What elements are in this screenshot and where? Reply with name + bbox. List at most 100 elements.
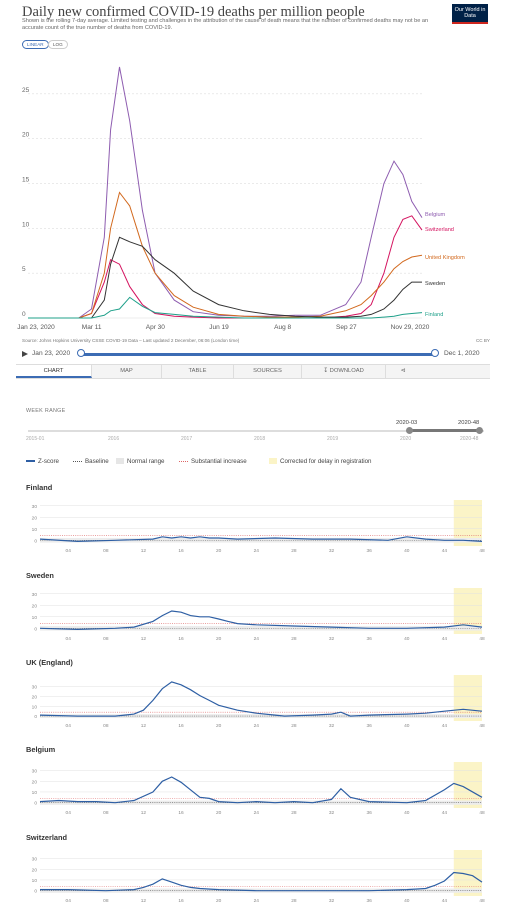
chart-tabs: CHART MAP TABLE SOURCES ↧ DOWNLOAD ⊲ [16,364,490,379]
y-tick-label: 30 [32,857,38,863]
x-tick-label: 28 [291,636,297,642]
series-line-belgium [28,66,423,319]
x-tick-label: 04 [66,548,72,554]
y-tick-label: 0 [34,801,37,807]
x-tick-label: Aug 8 [274,324,291,331]
week-range-end-handle[interactable] [476,427,483,434]
x-tick-label: 12 [141,723,147,729]
week-range-label: WEEK RANGE [26,408,66,414]
x-tick-label: 28 [291,548,297,554]
x-tick-label: 40 [404,810,410,816]
y-tick-label: 15 [22,177,30,184]
x-tick-label: 36 [366,723,372,729]
y-tick-label: 20 [32,603,38,609]
y-tick-label: 0 [34,626,37,632]
x-tick-label: 08 [103,636,109,642]
sweden-zscore-chart: 0 10 20 30 04 08 12 16 20 24 28 32 36 40 44 48 [32,588,485,642]
y-tick-label: 20 [32,779,38,785]
x-tick-label: 36 [366,548,372,554]
download-icon: ↧ [323,368,330,374]
series-line-sweden [28,236,422,319]
zscore-line [39,610,483,631]
y-tick-label: 10 [32,790,38,796]
x-tick-label: 44 [442,723,448,729]
x-tick-label: 44 [442,898,448,904]
legend-normal-range: Normal range [116,458,165,465]
year-tick: 2017 [181,436,193,442]
tab-map[interactable]: MAP [92,365,162,378]
x-tick-label: Nov 29, 2020 [391,324,430,331]
y-tick-label: 0 [34,889,37,895]
x-tick-label: 16 [178,636,184,642]
y-tick-label: 30 [32,592,38,598]
x-tick-label: 40 [404,723,410,729]
uk-zscore-chart: 0 10 20 30 04 08 12 16 20 24 28 32 36 40 44 48 [32,675,485,729]
timeline-end-handle[interactable] [431,349,439,357]
x-tick-label: 08 [103,723,109,729]
series-line-finland [28,296,423,319]
x-tick-label: 48 [479,548,485,554]
y-tick-label: 25 [22,87,30,94]
tab-sources[interactable]: SOURCES [234,365,302,378]
week-range-track[interactable] [28,430,484,432]
timeline-start-handle[interactable] [77,349,85,357]
x-tick-label: 44 [442,636,448,642]
log-scale-button[interactable]: LOG [48,40,68,49]
switzerland-zscore-chart: 0 10 20 30 04 08 12 16 20 24 28 32 36 40 44 48 [32,850,485,904]
share-icon[interactable]: ⊲ [400,368,406,374]
y-tick-label: 20 [32,515,38,521]
y-tick-label: 20 [22,132,30,139]
panel-title-belgium: Belgium [26,745,56,754]
series-line-united-kingdom [28,191,423,319]
chart-title: Daily new confirmed COVID-19 deaths per … [22,4,365,20]
x-tick-label: Mar 11 [82,324,102,331]
x-tick-label: 08 [103,548,109,554]
play-icon[interactable] [22,351,28,357]
x-tick-label: 36 [366,898,372,904]
series-label-belgium: Belgium [425,212,446,218]
x-tick-label: 20 [216,723,222,729]
y-tick-label: 10 [22,221,30,228]
x-tick-label: 04 [66,723,72,729]
x-tick-label: 36 [366,636,372,642]
x-tick-label: 48 [479,723,485,729]
tab-table[interactable]: TABLE [162,365,234,378]
x-tick-label: 20 [216,898,222,904]
y-tick-label: 5 [22,266,26,273]
x-tick-label: 04 [66,898,72,904]
y-tick-label: 20 [32,695,38,701]
x-tick-label: 48 [479,636,485,642]
chart-subtitle: Shown is the rolling 7-day average. Limi… [22,18,429,31]
x-tick-label: 12 [141,548,147,554]
license-link[interactable]: CC BY [475,338,490,343]
x-tick-label: 12 [141,810,147,816]
week-range-start-handle[interactable] [406,427,413,434]
year-tick: 2020 [400,436,412,442]
owid-logo[interactable]: Our World in Data [452,4,488,24]
x-tick-label: 24 [254,810,260,816]
tab-download[interactable]: ↧ DOWNLOAD [302,365,386,378]
tab-chart[interactable]: CHART [16,365,92,378]
finland-zscore-chart: 0 10 20 30 04 08 12 16 20 24 28 32 36 40 44 48 [32,500,485,554]
x-tick-label: 16 [178,548,184,554]
x-tick-label: 48 [479,898,485,904]
year-tick: 2020-48 [460,436,479,442]
year-tick: 2019 [327,436,339,442]
timeline-track[interactable] [81,353,435,356]
x-tick-label: 16 [178,723,184,729]
x-tick-label: Apr 30 [146,324,166,331]
x-tick-label: 24 [254,548,260,554]
zscore-line [39,681,483,717]
year-tick: 2015-01 [26,436,45,442]
x-tick-label: 32 [329,548,335,554]
x-tick-label: 08 [103,898,109,904]
week-range-start-label: 2020-03 [396,420,418,426]
legend-substantial-increase: Substantial increase [179,458,247,465]
year-tick: 2018 [254,436,266,442]
y-tick-label: 0 [34,538,37,544]
x-tick-label: 40 [404,898,410,904]
source-note[interactable]: Source: Johns Hopkins University CSSE CO… [22,338,240,343]
series-label-sweden: Sweden [425,281,445,287]
x-tick-label: 44 [442,548,448,554]
x-tick-label: Jan 23, 2020 [17,324,55,331]
